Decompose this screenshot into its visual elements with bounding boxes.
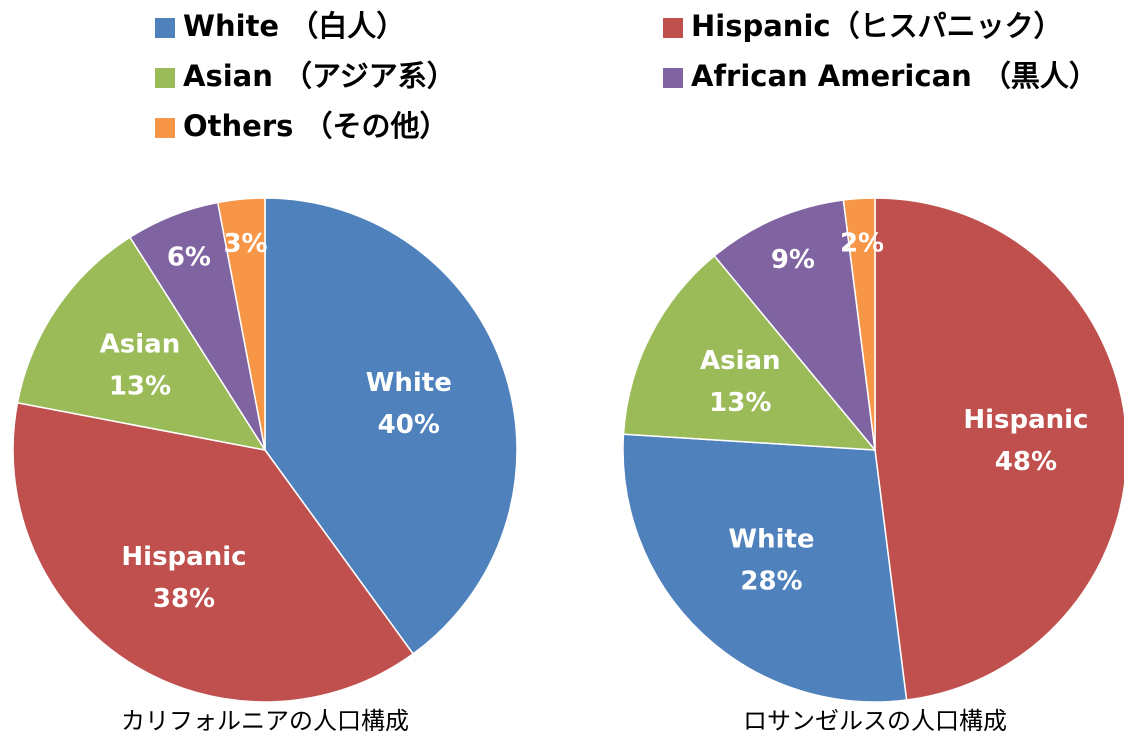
slice-value: 6% (167, 242, 211, 272)
pie-slice (842, 197, 876, 451)
pie-slice (12, 401, 415, 703)
slice-value: 3% (223, 229, 267, 259)
slice-category: Hispanic (121, 542, 246, 572)
legend-label: Hispanic（ヒスパニック） (691, 9, 1063, 43)
legend-swatch (155, 118, 175, 138)
pie-slice (713, 199, 877, 453)
slice-value: 13% (109, 372, 171, 402)
slice-value: 9% (771, 245, 815, 275)
slice-category: Asian (100, 330, 181, 360)
slice-category: White (728, 525, 814, 555)
legend-label: Asian （アジア系） (183, 59, 456, 93)
slice-category: White (366, 368, 452, 398)
legend-swatch (663, 18, 683, 38)
legend-swatch (155, 68, 175, 88)
slice-value: 38% (153, 584, 215, 614)
pie-slice (16, 236, 267, 452)
pie-slice (622, 254, 877, 451)
legend-label: Others （その他） (183, 109, 449, 143)
slice-value: 48% (995, 447, 1057, 477)
pie-slice (216, 197, 266, 451)
pie-slice (622, 433, 908, 703)
legend-swatch (155, 18, 175, 38)
slice-value: 2% (840, 228, 884, 258)
slice-value: 40% (378, 410, 440, 440)
legend-label: White （白人） (183, 9, 405, 43)
slice-value: 13% (709, 388, 771, 418)
legend-swatch (663, 68, 683, 88)
slice-category: Hispanic (963, 405, 1088, 435)
chart-title: カリフォルニアの人口構成 (121, 707, 409, 735)
pie-slice (874, 197, 1124, 701)
chart-title: ロサンゼルスの人口構成 (743, 707, 1007, 735)
slice-category: Asian (700, 346, 781, 376)
slice-value: 28% (740, 567, 802, 597)
pie-slice (264, 197, 518, 655)
legend-label: African American （黒人） (691, 59, 1098, 93)
